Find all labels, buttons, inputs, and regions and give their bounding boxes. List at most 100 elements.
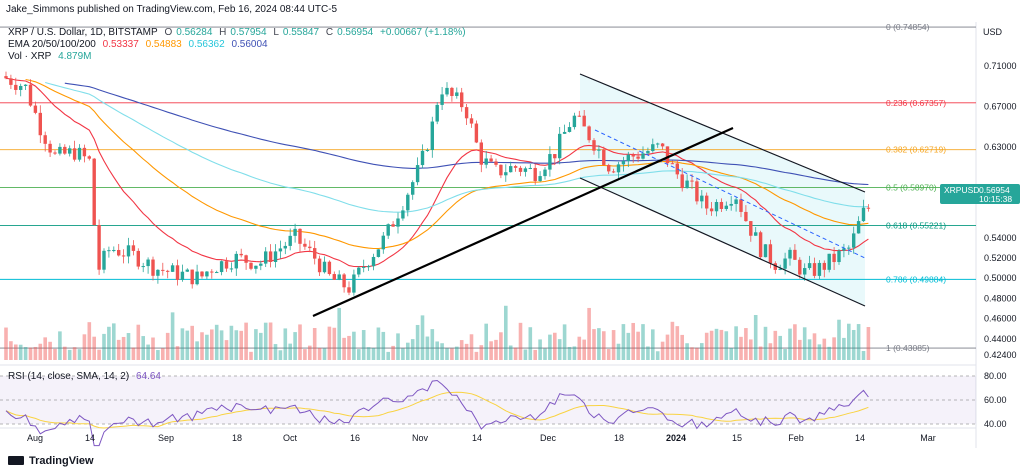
volume-bar-142 (700, 343, 704, 360)
volume-legend-row[interactable]: Vol · XRP 4.879M (8, 51, 96, 63)
volume-bar-113 (557, 339, 562, 360)
time-tick-2: Sep (158, 433, 174, 443)
rsi-sma-line (5, 391, 869, 429)
time-tick-0: Aug (27, 433, 43, 443)
candle-body-138 (680, 174, 684, 189)
volume-bar-2 (14, 344, 18, 360)
volume-bar-63 (312, 328, 317, 360)
fib-label-5: 0.786 (0.49884) (886, 274, 946, 284)
candle-body-81 (401, 210, 405, 219)
volume-bar-82 (406, 342, 410, 360)
volume-bar-57 (283, 328, 288, 360)
candle-body-108 (533, 167, 537, 182)
volume-bar-167 (822, 338, 827, 360)
volume-bar-78 (386, 351, 390, 360)
candle-body-79 (391, 224, 395, 227)
change-value: +0.00667 (+1.18%) (380, 27, 466, 38)
volume-bar-100 (494, 339, 498, 360)
candle-body-123 (607, 164, 611, 172)
volume-bar-170 (837, 319, 841, 360)
price-tick-7: 0.48000 (984, 293, 1017, 303)
candle-body-104 (513, 166, 518, 168)
candle-body-19 (97, 225, 101, 270)
fib-label-0: 0 (0.74854) (886, 22, 930, 32)
candle-body-62 (308, 246, 312, 249)
volume-bar-0 (4, 327, 8, 360)
candle-body-149 (734, 199, 738, 204)
channel-lower-line[interactable] (579, 177, 866, 307)
candle-body-78 (386, 224, 390, 236)
symbol-ohlc-row: XRP / U.S. Dollar, 1D, BITSTAMP O 0.56284… (8, 27, 470, 39)
candle-body-29 (146, 259, 150, 267)
candle-body-160 (788, 249, 792, 259)
candle-body-84 (415, 165, 420, 183)
price-tick-6: 0.50000 (984, 273, 1017, 283)
volume-bar-101 (499, 332, 503, 360)
volume-bar-73 (361, 330, 366, 360)
volume-bar-171 (842, 337, 846, 360)
volume-bar-104 (513, 347, 518, 360)
candle-body-89 (440, 94, 444, 105)
support-trendline[interactable] (312, 126, 734, 318)
candle-body-49 (244, 255, 248, 263)
volume-bar-130 (641, 324, 645, 360)
tradingview-logo[interactable]: TradingView (8, 455, 94, 467)
candle-body-102 (504, 172, 508, 176)
volume-bar-155 (763, 326, 768, 360)
candle-body-97 (479, 142, 483, 165)
volume-bar-21 (107, 326, 111, 360)
rsi-label: RSI (14, close, SMA, 14, 2) (8, 371, 130, 382)
volume-bar-116 (572, 346, 577, 360)
candle-body-109 (538, 176, 542, 182)
volume-bar-80 (396, 333, 400, 360)
volume-bar-108 (533, 349, 537, 360)
volume-bar-138 (680, 334, 684, 360)
candle-body-176 (866, 207, 871, 209)
channel-mid-line[interactable] (594, 129, 866, 259)
ema20-line (5, 77, 869, 268)
tradingview-logo-icon (8, 456, 24, 465)
candle-body-152 (749, 221, 753, 236)
symbol-title[interactable]: XRP / U.S. Dollar, 1D, BITSTAMP (8, 27, 158, 38)
price-tag-symbol: XRPUSD (944, 185, 979, 195)
candle-body-18 (92, 158, 96, 226)
volume-bar-25 (126, 333, 131, 360)
candle-body-46 (229, 268, 234, 270)
volume-bar-120 (592, 329, 596, 360)
volume-bar-133 (655, 351, 660, 360)
volume-bar-152 (749, 339, 753, 360)
volume-bar-141 (695, 347, 699, 360)
candle-body-127 (626, 154, 630, 162)
candle-body-16 (82, 147, 87, 157)
volume-bar-17 (87, 322, 92, 360)
open-label: O (164, 27, 173, 38)
volume-bar-3 (18, 344, 23, 360)
volume-bar-69 (342, 337, 346, 360)
ema-legend-row[interactable]: EMA 20/50/100/200 0.53337 0.54883 0.5636… (8, 39, 272, 51)
candle-body-86 (425, 149, 430, 151)
candle-body-154 (758, 232, 763, 258)
candle-body-101 (499, 164, 503, 176)
volume-bar-71 (352, 331, 356, 360)
volume-bar-175 (861, 350, 866, 360)
candle-body-36 (180, 271, 185, 280)
candle-body-58 (288, 235, 292, 246)
candle-body-55 (273, 251, 278, 262)
volume-bar-79 (391, 345, 395, 360)
candle-body-172 (847, 247, 851, 249)
price-axis[interactable]: 0.710000.670000.630000.590000.540000.520… (984, 61, 1017, 360)
rsi-axis: 80.00 60.00 40.00 (984, 371, 1007, 429)
candle-body-147 (724, 205, 728, 209)
candle-body-168 (827, 253, 831, 270)
publisher-line: Jake_Simmons published on TradingView.co… (6, 4, 338, 15)
price-tick-1: 0.67000 (984, 101, 1017, 111)
volume-bar-43 (214, 324, 219, 360)
candle-body-22 (112, 249, 116, 251)
rsi-legend-row[interactable]: RSI (14, close, SMA, 14, 2) 64.64 (8, 371, 165, 383)
time-axis[interactable]: Aug 14 Sep 18 Oct 16 Nov 14 Dec 18 2024 15 Feb 14 Mar (27, 433, 936, 443)
open-value: 0.56284 (176, 27, 213, 38)
candle-body-174 (856, 221, 861, 234)
candle-body-69 (342, 274, 346, 288)
candle-body-140 (690, 180, 694, 182)
